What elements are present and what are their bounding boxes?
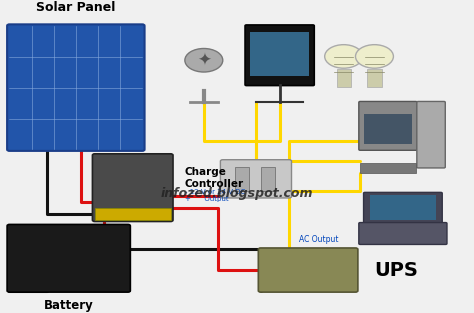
Bar [337,69,351,87]
FancyBboxPatch shape [245,25,314,85]
Text: - 12 V or 24 V DC
+      Output: - 12 V or 24 V DC + Output [185,189,245,203]
FancyBboxPatch shape [220,160,292,198]
FancyBboxPatch shape [92,154,173,222]
Text: ✦: ✦ [197,51,211,69]
Circle shape [356,45,393,68]
Bar [261,167,275,191]
Bar [95,208,171,220]
Bar [367,69,382,87]
FancyBboxPatch shape [359,223,447,244]
Bar [250,32,309,76]
Text: Solar Panel: Solar Panel [36,1,116,14]
Circle shape [325,45,363,68]
FancyBboxPatch shape [359,101,417,150]
Text: AC Output: AC Output [299,234,338,244]
FancyBboxPatch shape [364,192,442,223]
Text: Battery: Battery [44,300,93,312]
FancyBboxPatch shape [7,24,145,151]
Bar [235,167,249,191]
Circle shape [185,49,223,72]
Text: Charge
Controller: Charge Controller [185,167,244,189]
Bar [364,114,412,144]
Text: UPS: UPS [374,260,419,280]
Bar [370,195,436,220]
Text: infozed.blogspot.com: infozed.blogspot.com [161,187,313,200]
Bar [360,163,416,173]
FancyBboxPatch shape [258,248,358,292]
FancyBboxPatch shape [7,224,130,292]
FancyBboxPatch shape [417,101,445,168]
